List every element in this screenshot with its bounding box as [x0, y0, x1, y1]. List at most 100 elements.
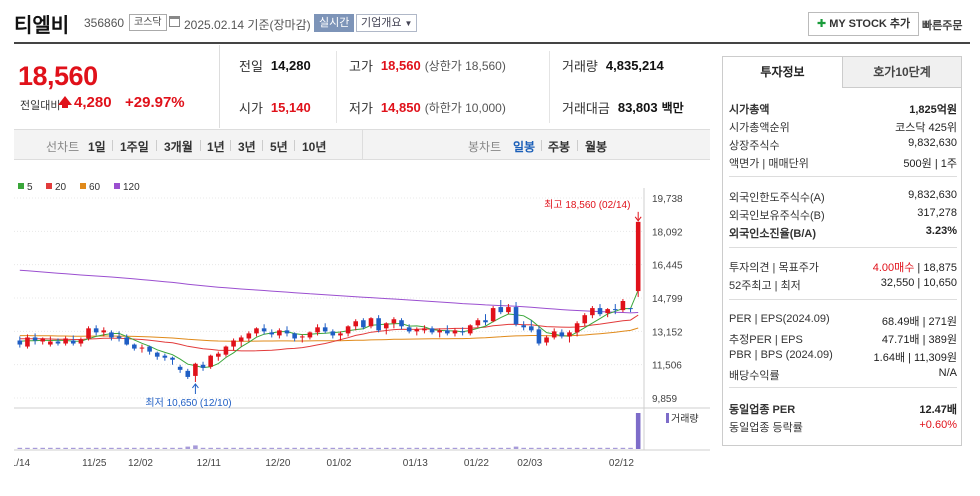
volume-bar [399, 447, 404, 449]
candle [154, 352, 160, 357]
candle [261, 328, 267, 332]
candle [338, 333, 343, 336]
volume-bar [78, 447, 84, 449]
ma-line-20 [19, 314, 639, 352]
candle [551, 331, 557, 338]
volume-bar [483, 447, 488, 449]
candle [55, 341, 61, 344]
candle [376, 318, 381, 331]
volume-bar [109, 447, 114, 449]
open-price: 시가 15,140 [239, 99, 311, 116]
legend-label-120: 120 [123, 182, 140, 193]
period-1y[interactable]: 1년 [207, 140, 225, 154]
candle [315, 327, 320, 333]
candle [78, 339, 84, 344]
period-10y[interactable]: 10년 [302, 140, 327, 154]
candle [147, 346, 152, 352]
candle [238, 337, 244, 342]
volume-bar [231, 447, 236, 449]
volume-bar [597, 447, 603, 449]
candle [544, 337, 549, 343]
volume-bar [70, 447, 76, 449]
up-arrow-icon [58, 96, 72, 105]
my-stock-add-button[interactable]: ✚ MY STOCK 추가 [808, 12, 920, 36]
candle [254, 328, 259, 334]
info-row: PBR | BPS (2024.09) 1.64배 | 11,309원 [729, 349, 957, 364]
tab-order-book[interactable]: 호가10단계 [842, 57, 961, 88]
candle [284, 330, 290, 334]
volume-bar [200, 447, 206, 449]
candle-chart-label: 봉차트 [468, 140, 502, 154]
volume-bar [254, 447, 259, 449]
legend-swatch-5 [18, 183, 24, 189]
prev-close: 전일 14,280 [239, 57, 311, 74]
info-row: 배당수익률 N/A [729, 367, 957, 382]
volume-bar [422, 447, 427, 449]
divider [14, 42, 970, 44]
volume-bar [467, 447, 473, 449]
stock-code: 356860 [84, 16, 125, 30]
trade-amount: 거래대금 83,803 백만 [562, 99, 684, 116]
period-1d[interactable]: 1일 [88, 140, 106, 154]
info-row: 상장주식수 9,832,630 [729, 137, 957, 152]
period-3m[interactable]: 3개월 [164, 140, 193, 154]
candle-monthly[interactable]: 월봉 [585, 140, 608, 154]
x-tick-label: 12/20 [265, 458, 290, 469]
volume-bar [513, 446, 519, 449]
volume-bar [322, 447, 328, 449]
section-divider [729, 247, 957, 248]
y-tick-label: 18,092 [652, 227, 683, 238]
candle [216, 353, 221, 357]
volume-bar [48, 447, 53, 449]
y-tick-label: 9,859 [652, 394, 677, 405]
stock-chart[interactable]: 5 20 60 120 19,738 18,092 16,445 14,799 13,152 1… [6, 160, 710, 495]
candle [116, 336, 122, 339]
candle [605, 309, 610, 314]
volume-bar [605, 447, 610, 449]
period-1w[interactable]: 1주일 [120, 140, 149, 154]
info-row: 액면가 | 매매단위 500원 | 1주 [729, 158, 957, 170]
volume-bar [238, 447, 244, 449]
volume-bar [269, 447, 275, 449]
candle [162, 355, 168, 358]
candle [93, 328, 99, 333]
period-3y[interactable]: 3년 [238, 140, 256, 154]
volume-bar [40, 447, 46, 449]
candle [506, 307, 511, 313]
candle [536, 329, 542, 344]
candle [86, 328, 91, 339]
quick-order-link[interactable]: 빠른주문 [922, 20, 963, 32]
volume-bar [506, 447, 511, 449]
volume-bar [475, 447, 481, 449]
volume-bar [429, 447, 435, 449]
company-overview-dropdown[interactable]: 기업개요 ▼ [356, 14, 418, 32]
low-price: 저가 14,850 (하한가 10,000) [349, 99, 506, 116]
legend-label-20: 20 [55, 182, 67, 193]
price-change: 4,280 [74, 94, 112, 111]
y-tick-label: 14,799 [652, 294, 683, 305]
candle-weekly[interactable]: 주봉 [548, 140, 571, 154]
candle [48, 341, 53, 345]
prev-day-label: 전일대비 [20, 100, 61, 112]
volume-bar [315, 447, 320, 449]
volume-bar [63, 447, 68, 449]
candle [452, 330, 458, 334]
volume-bar [338, 447, 343, 449]
candle [590, 308, 595, 316]
ma-line-5 [19, 289, 639, 369]
candle [582, 315, 588, 324]
candle [383, 323, 389, 329]
section-divider [729, 176, 957, 177]
tab-invest-info[interactable]: 투자정보 [723, 57, 842, 88]
stock-header: 티엘비 356860 코스닥 2025.02.14 기준(장마감) 실시간 기업… [0, 0, 980, 42]
volume-label: 거래량 [671, 413, 699, 425]
realtime-button[interactable]: 실시간 [314, 14, 355, 32]
candle [109, 332, 114, 338]
volume-bar [216, 447, 221, 449]
period-5y[interactable]: 5년 [270, 140, 288, 154]
chevron-down-icon: ▼ [404, 19, 413, 28]
candle-daily[interactable]: 일봉 [513, 140, 536, 154]
volume-bar [635, 413, 641, 449]
y-tick-label: 13,152 [652, 327, 683, 338]
volume-bar [376, 447, 381, 449]
